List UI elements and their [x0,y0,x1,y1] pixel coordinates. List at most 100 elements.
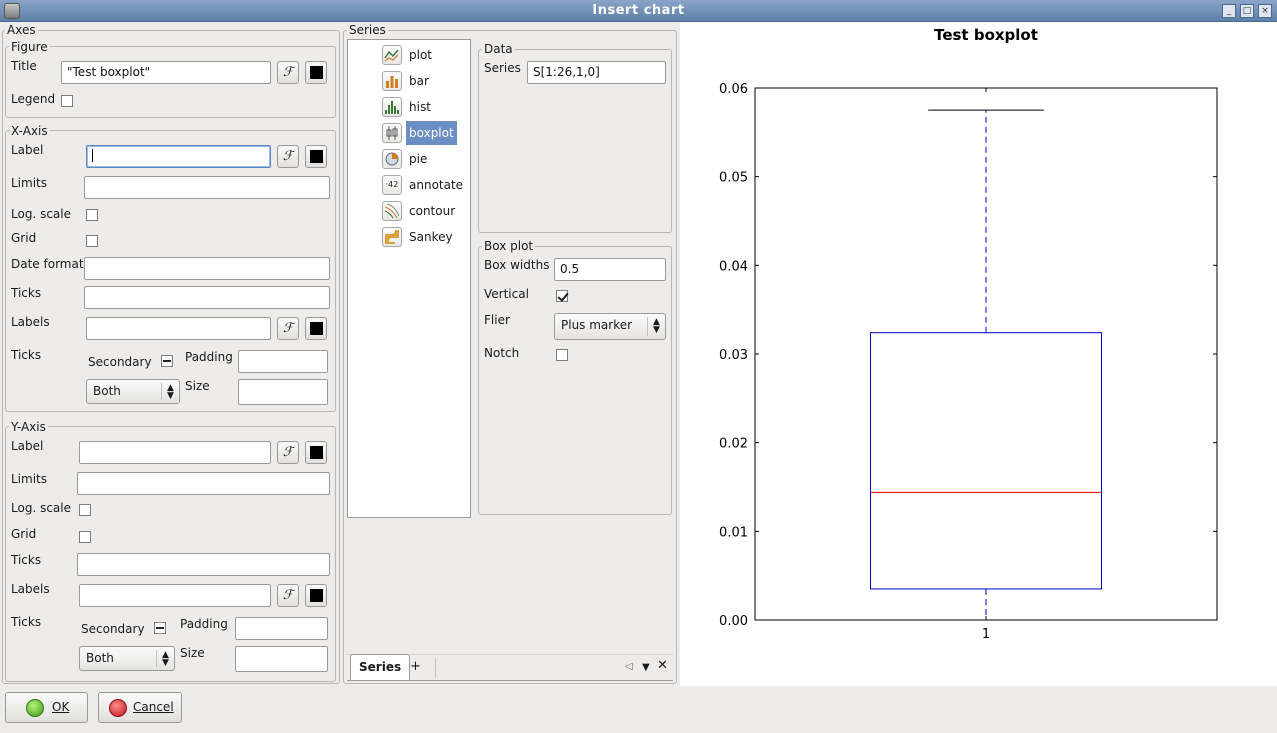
cancel-x-icon [109,699,127,717]
app-icon [4,3,20,19]
legend-checkbox[interactable] [61,95,73,107]
title-function-button[interactable]: ℱ [277,61,299,84]
y-padding-input[interactable] [235,617,328,640]
close-icon[interactable]: × [1258,4,1272,18]
box-widths-label: Box widths [484,258,550,272]
flier-label: Flier [484,313,510,327]
tab-series[interactable]: Series [350,654,411,680]
x-secondary-label: Secondary [88,355,152,369]
legend-label: Legend [11,92,56,106]
tab-menu-icon[interactable]: ▼ [642,662,650,673]
tab-separator [435,658,436,678]
color-swatch-icon [310,150,323,163]
ok-button[interactable]: OK [5,692,88,723]
add-tab-button[interactable]: + [410,659,421,674]
x-labels-function-button[interactable]: ℱ [277,317,299,340]
y-labels-color-button[interactable] [305,584,327,607]
notch-checkbox[interactable] [556,349,568,361]
scroll-left-icon[interactable]: ◁ [625,661,633,672]
box [870,332,1102,590]
x-grid-checkbox[interactable] [86,235,98,247]
flier-select[interactable]: Plus marker ▲ ▼ [554,313,666,340]
boxplot-icon [382,123,402,143]
color-swatch-icon [310,66,323,79]
cancel-button[interactable]: Cancel [98,692,182,723]
x-log-scale-checkbox[interactable] [86,209,98,221]
updown-arrows-icon: ▲ ▼ [161,383,179,401]
y-ticks-which-select[interactable]: Both ▲ ▼ [79,646,175,671]
y-limits-input[interactable] [77,472,330,495]
boxplot-chart: Test boxplot 0.00 0.01 0.02 0.03 0.04 0.05 0.06… [719,26,1218,642]
x-padding-input[interactable] [238,350,328,373]
y-labels-label: Labels [11,582,50,596]
figure-label: Figure [9,40,50,54]
histogram-icon [382,97,402,117]
tab-strip-baseline [347,680,673,681]
minimize-icon[interactable]: _ [1222,4,1236,18]
y-label-input[interactable] [79,441,271,464]
y-limits-label: Limits [11,472,47,486]
maximize-icon[interactable]: □ [1240,4,1254,18]
updown-arrows-icon: ▲ ▼ [647,317,665,336]
x-limits-label: Limits [11,176,47,190]
x-ticks-which-select[interactable]: Both ▲ ▼ [86,379,180,404]
x-label-label: Label [11,143,44,157]
box-widths-input[interactable]: 0.5 [554,258,666,281]
x-date-format-input[interactable] [84,257,330,280]
y-size-label: Size [180,646,205,660]
notch-label: Notch [484,346,520,360]
ok-check-icon [26,699,44,717]
x-label-function-button[interactable]: ℱ [277,145,299,168]
x-secondary-checkbox[interactable] [161,355,173,367]
x-padding-label: Padding [185,350,233,364]
data-series-input[interactable]: S[1:26,1,0] [527,61,666,84]
y-secondary-label: Secondary [81,622,145,636]
y-log-scale-checkbox[interactable] [79,504,91,516]
y-secondary-checkbox[interactable] [154,622,166,634]
x-ticks2-label: Ticks [11,348,42,362]
y-grid-label: Grid [11,527,37,541]
updown-arrows-icon: ▲ ▼ [156,650,174,668]
y-labels-function-button[interactable]: ℱ [277,584,299,607]
vertical-checkbox[interactable] [556,290,568,302]
y-labels-input[interactable] [79,584,271,607]
title-bar[interactable]: Insert chart _ □ × [0,0,1277,22]
line-plot-icon [382,45,402,65]
series-type-list[interactable]: plot bar hist boxplot pie ·42 annotate c… [347,39,471,518]
x-label-color-button[interactable] [305,145,327,168]
y-tick-label: 0.01 [719,525,748,540]
x-axis-group [5,130,336,412]
chart-title: Test boxplot [934,26,1038,44]
chart-preview: Test boxplot 0.00 0.01 0.02 0.03 0.04 0.05 0.06… [680,22,1277,686]
data-series-label: Series [484,61,521,75]
title-input[interactable]: "Test boxplot" [61,61,271,84]
figure-group [5,46,336,118]
y-tick-label: 0.04 [719,259,748,274]
y-tick-label: 0.03 [719,348,748,363]
sankey-icon [382,227,402,247]
y-ticks-input[interactable] [77,553,330,576]
x-limits-input[interactable] [84,176,330,199]
y-label-function-button[interactable]: ℱ [277,441,299,464]
x-size-input[interactable] [238,379,328,405]
x-label-input[interactable] [86,145,271,168]
y-grid-checkbox[interactable] [79,531,91,543]
title-color-button[interactable] [305,61,327,84]
contour-icon [382,201,402,221]
close-tab-icon[interactable]: ✕ [657,658,668,673]
color-swatch-icon [310,446,323,459]
data-label: Data [482,42,515,56]
vertical-label: Vertical [484,287,529,301]
y-size-input[interactable] [235,646,328,672]
x-labels-label: Labels [11,315,50,329]
x-grid-label: Grid [11,231,37,245]
x-labels-color-button[interactable] [305,317,327,340]
y-label-color-button[interactable] [305,441,327,464]
x-ticks-input[interactable] [84,286,330,309]
series-label: Series [347,23,388,37]
y-tick-label: 0.06 [719,82,748,97]
boxplot-label: Box plot [482,239,536,253]
axes-label: Axes [5,23,38,37]
x-date-format-label: Date format [11,257,84,271]
x-labels-input[interactable] [86,317,271,340]
